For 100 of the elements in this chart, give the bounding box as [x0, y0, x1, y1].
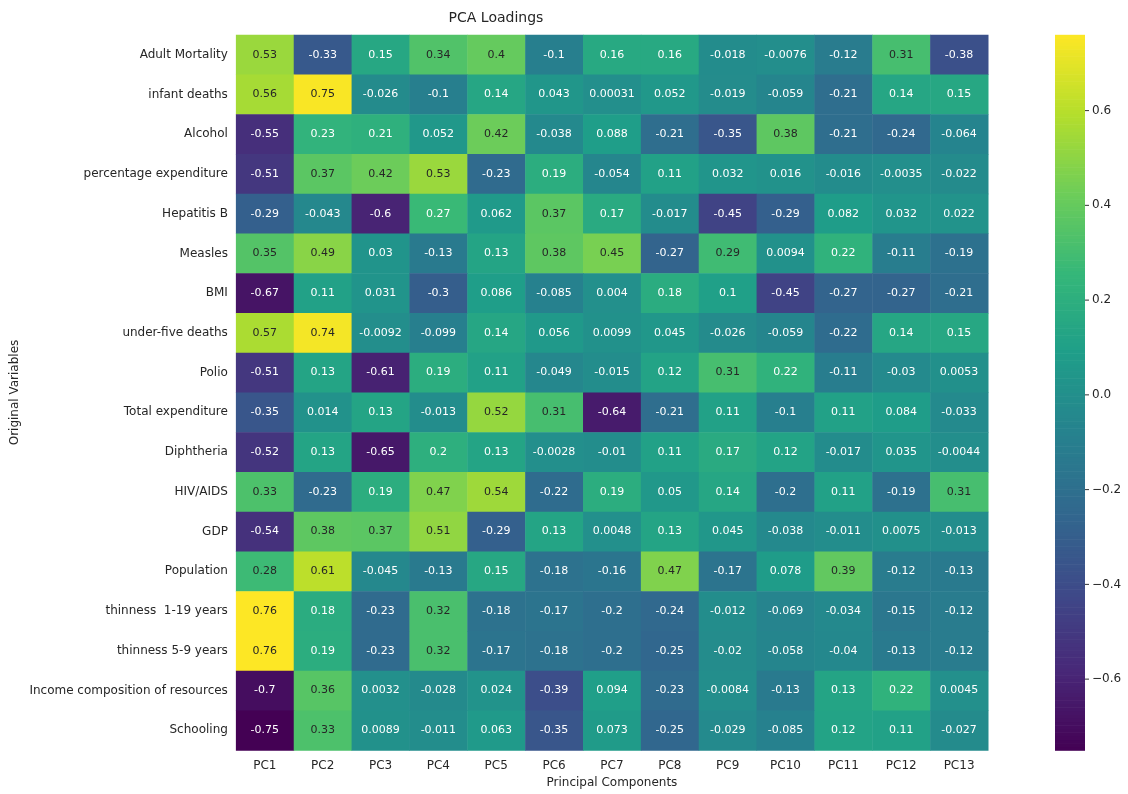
- y-tick-label: thinness 5-9 years: [116, 642, 228, 657]
- data-label: 0.11: [483, 365, 509, 379]
- data-label: -0.1: [774, 405, 797, 419]
- data-label: -0.085: [536, 286, 572, 299]
- data-label: -0.65: [366, 444, 395, 458]
- data-label: -0.3: [427, 286, 450, 299]
- data-label: -0.67: [250, 286, 280, 299]
- data-label: -0.51: [250, 365, 280, 379]
- x-tick-label: PC8: [658, 757, 682, 772]
- data-label: 0.57: [252, 325, 278, 339]
- data-label: -0.026: [362, 87, 399, 101]
- x-tick-label: PC4: [426, 757, 450, 772]
- data-label: -0.11: [886, 246, 916, 260]
- data-label: -0.018: [709, 47, 746, 61]
- data-label: 0.37: [310, 166, 335, 180]
- data-label: 0.15: [483, 564, 509, 578]
- data-label: -0.17: [713, 564, 742, 578]
- data-label: 0.38: [541, 246, 567, 260]
- data-label: -0.069: [767, 603, 804, 617]
- data-label: 0.0089: [361, 723, 400, 737]
- x-tick-label: PC2: [311, 757, 335, 772]
- data-label: 0.13: [368, 405, 393, 419]
- data-label: -0.058: [767, 643, 804, 657]
- data-label: -0.33: [308, 47, 337, 61]
- data-label: 0.0053: [939, 365, 979, 379]
- data-label: 0.33: [310, 723, 335, 737]
- data-label: -0.012: [709, 603, 746, 617]
- x-tick-label: PC9: [716, 757, 740, 772]
- x-tick-label: PC6: [542, 757, 566, 772]
- data-label: 0.13: [541, 524, 567, 538]
- data-label: -0.29: [250, 206, 280, 220]
- data-label: 0.045: [654, 325, 686, 339]
- y-tick-label: Schooling: [169, 722, 228, 737]
- data-label: -0.23: [366, 643, 395, 657]
- data-label: 0.75: [310, 87, 335, 101]
- data-label: 0.0032: [361, 683, 400, 697]
- data-label: -0.033: [941, 405, 977, 419]
- data-label: 0.13: [831, 683, 856, 697]
- data-label: -0.1: [427, 87, 450, 101]
- data-label: 0.12: [831, 723, 856, 737]
- data-label: 0.11: [715, 405, 740, 419]
- data-label: 0.035: [885, 444, 917, 458]
- data-label: -0.35: [539, 723, 569, 737]
- data-label: -0.16: [597, 564, 627, 578]
- data-label: -0.049: [536, 365, 572, 379]
- data-label: -0.12: [829, 47, 858, 61]
- data-label: -0.015: [594, 365, 630, 379]
- data-label: 0.004: [596, 286, 628, 299]
- data-label: 0.37: [368, 524, 393, 538]
- y-tick-label: Adult Mortality: [139, 46, 228, 61]
- data-label: -0.034: [825, 603, 862, 617]
- data-label: 0.36: [310, 683, 335, 697]
- data-label: 0.33: [252, 484, 278, 498]
- x-tick-label: PC7: [600, 757, 624, 772]
- data-label: 0.31: [541, 405, 567, 419]
- data-label: 0.21: [368, 127, 393, 141]
- data-label: -0.27: [655, 246, 685, 260]
- data-label: 0.094: [596, 683, 628, 697]
- data-label: 0.51: [426, 524, 451, 538]
- data-label: -0.24: [655, 603, 685, 617]
- data-label: -0.18: [539, 643, 569, 657]
- data-label: -0.11: [829, 365, 858, 379]
- data-label: -0.7: [254, 683, 276, 697]
- data-label: 0.12: [773, 444, 798, 458]
- data-label: 0.14: [483, 325, 509, 339]
- data-label: 0.17: [599, 206, 625, 220]
- data-label: 0.27: [426, 206, 451, 220]
- data-label: -0.38: [944, 47, 974, 61]
- x-tick-label: PC13: [943, 757, 975, 772]
- data-label: 0.063: [480, 723, 512, 737]
- data-label: -0.2: [774, 484, 797, 498]
- data-label: 0.22: [831, 246, 856, 260]
- data-label: 0.19: [426, 365, 451, 379]
- data-label: 0.082: [827, 206, 860, 220]
- data-label: -0.011: [420, 723, 457, 737]
- data-label: -0.55: [250, 127, 280, 141]
- data-label: -0.085: [767, 723, 804, 737]
- data-label: -0.2: [601, 643, 623, 657]
- data-label: -0.017: [825, 444, 862, 458]
- data-label: 0.28: [252, 564, 278, 578]
- data-label: 0.45: [599, 246, 625, 260]
- data-label: -0.027: [941, 723, 977, 737]
- data-label: -0.54: [250, 524, 280, 538]
- data-label: -0.0028: [532, 444, 576, 458]
- data-label: 0.29: [715, 246, 740, 260]
- data-label: -0.17: [482, 643, 511, 657]
- data-label: -0.21: [655, 405, 685, 419]
- data-label: -0.1: [543, 47, 565, 61]
- data-label: 0.052: [654, 87, 686, 101]
- data-label: -0.45: [713, 206, 742, 220]
- data-label: -0.011: [825, 524, 862, 538]
- data-label: 0.052: [422, 127, 455, 141]
- data-label: 0.13: [657, 524, 683, 538]
- y-tick-label: Alcohol: [184, 126, 228, 141]
- data-label: 0.12: [657, 365, 683, 379]
- data-label: 0.13: [483, 246, 509, 260]
- data-label: -0.0076: [764, 47, 807, 61]
- data-label: 0.0099: [592, 325, 632, 339]
- data-label: -0.019: [709, 87, 746, 101]
- data-label: -0.29: [771, 206, 800, 220]
